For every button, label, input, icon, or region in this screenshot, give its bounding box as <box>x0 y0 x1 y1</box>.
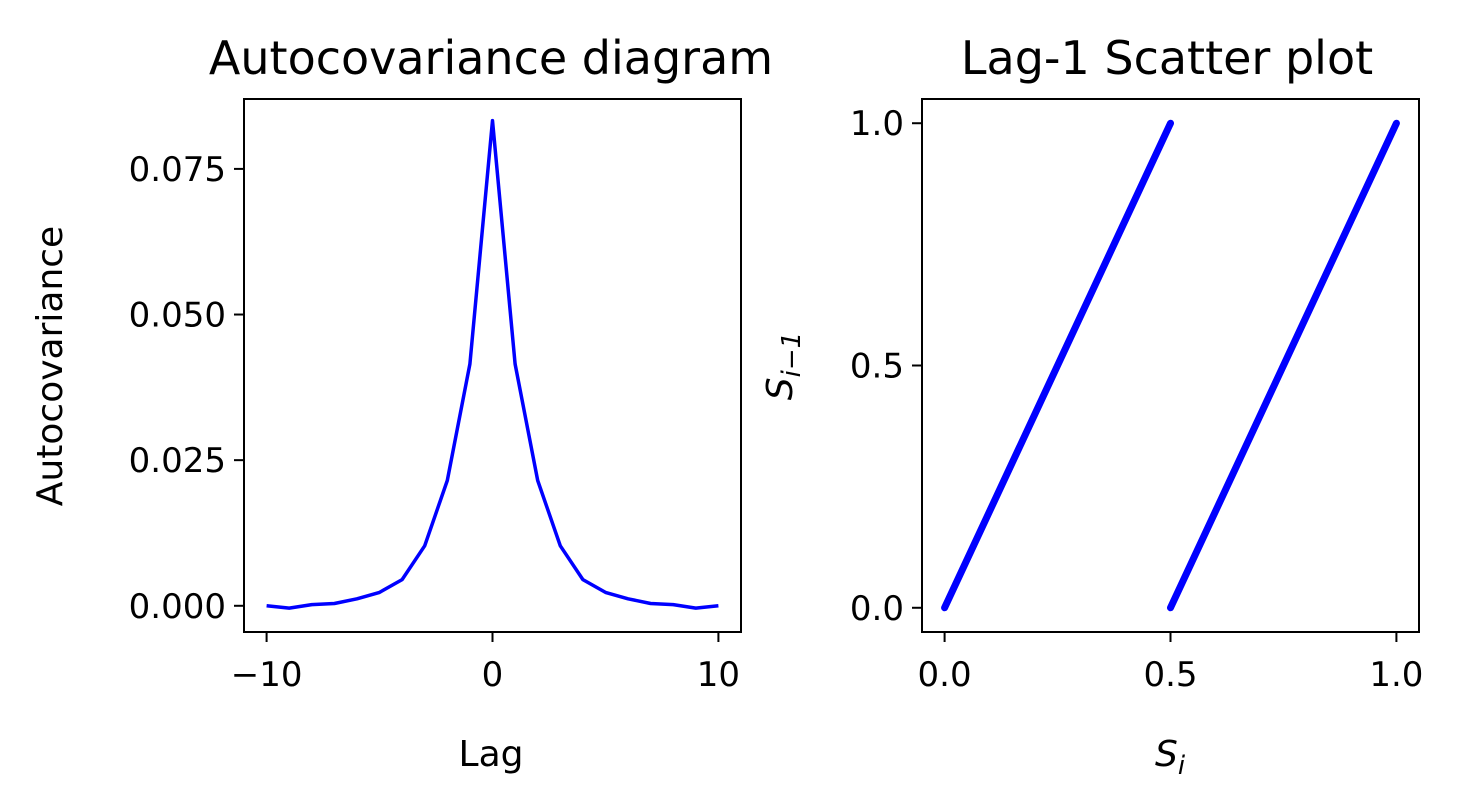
y-tick-label: 0.5 <box>850 347 904 387</box>
series-line <box>266 118 719 610</box>
x-tick-label: 1.0 <box>1369 655 1423 695</box>
x-tick-label: 0 <box>482 655 504 695</box>
axes-frame <box>921 98 1420 633</box>
plot-area <box>266 118 719 610</box>
y-ticks: 0.000 0.025 0.050 0.075 <box>129 150 244 627</box>
y-axis-label: Si−1 <box>760 332 807 400</box>
x-tick-label: 10 <box>697 655 740 695</box>
y-axis-label-main: S <box>760 377 801 400</box>
y-tick-label: 0.075 <box>129 150 226 190</box>
chart-title: Autocovariance diagram <box>209 31 773 85</box>
y-tick-label: 0.000 <box>129 587 226 627</box>
x-tick-label: 0.0 <box>918 655 972 695</box>
x-tick-label: 0.5 <box>1143 655 1197 695</box>
x-axis-label-main: S <box>1155 734 1178 775</box>
chart-title: Lag-1 Scatter plot <box>961 31 1373 85</box>
y-tick-label: 1.0 <box>850 104 904 144</box>
x-axis-label: Lag <box>459 734 524 775</box>
scatter-point-band <box>941 119 1174 612</box>
x-tick-label: −10 <box>231 655 303 695</box>
autocovariance-chart: Autocovariance diagram −10 0 10 0.000 0.025… <box>30 31 773 775</box>
x-ticks: −10 0 10 <box>231 632 740 695</box>
plot-area <box>941 119 1400 612</box>
y-axis-label-sub: i−1 <box>777 332 807 378</box>
lag1-scatter-chart: Lag-1 Scatter plot 0.0 0.5 1.0 0.0 0.5 1.0 S… <box>760 31 1423 781</box>
x-axis-label: Si <box>1155 734 1186 781</box>
y-tick-label: 0.050 <box>129 296 226 336</box>
y-tick-label: 0.025 <box>129 441 226 481</box>
axes-frame <box>243 98 742 633</box>
y-axis-label: Autocovariance <box>30 226 71 506</box>
x-ticks: 0.0 0.5 1.0 <box>918 632 1423 695</box>
y-ticks: 0.0 0.5 1.0 <box>850 104 922 629</box>
y-tick-label: 0.0 <box>850 589 904 629</box>
x-axis-label-sub: i <box>1178 751 1186 781</box>
scatter-point-band <box>1167 119 1400 612</box>
